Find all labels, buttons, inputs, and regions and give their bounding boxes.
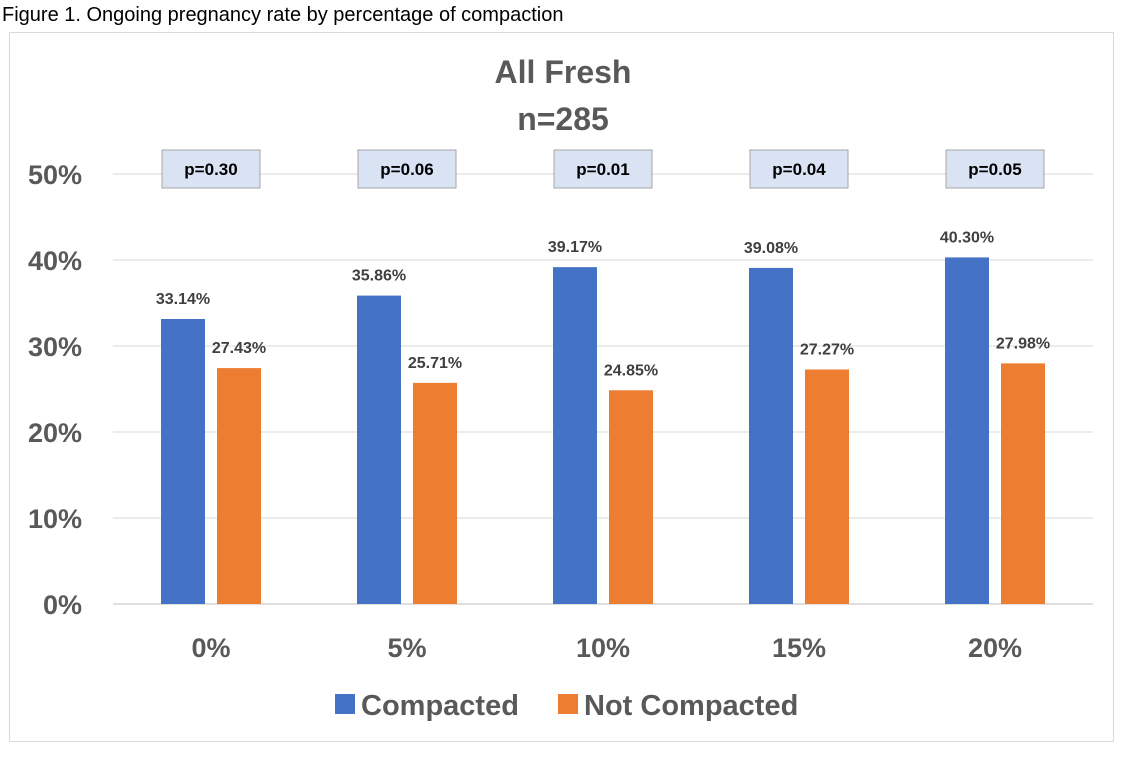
y-tick-label: 30% (28, 332, 82, 362)
y-tick-label: 40% (28, 246, 82, 276)
p-value-box-bg (749, 149, 849, 189)
p-value-box: p=0.05 (945, 149, 1045, 189)
bar-compacted (553, 267, 597, 604)
p-value-box: p=0.30 (161, 149, 261, 189)
data-label: 40.30% (940, 229, 994, 246)
y-tick-label: 10% (28, 504, 82, 534)
legend-item-compacted: Compacted (335, 690, 519, 722)
p-value-box-bg (161, 149, 261, 189)
bar-not-compacted (1001, 363, 1045, 604)
chart-title: All Fresh (495, 54, 632, 90)
legend-label: Compacted (361, 690, 519, 722)
p-value-box: p=0.04 (749, 149, 849, 189)
y-tick-label: 20% (28, 418, 82, 448)
data-label: 33.14% (156, 291, 210, 308)
figure-caption: Figure 1. Ongoing pregnancy rate by perc… (2, 4, 564, 26)
y-tick-label: 0% (43, 590, 82, 620)
x-tick-label: 5% (387, 633, 426, 663)
data-label: 25.71% (408, 355, 462, 372)
bar-compacted (749, 267, 793, 604)
data-label: 27.27% (800, 341, 854, 358)
legend-item-not-compacted: Not Compacted (558, 690, 798, 722)
legend-label: Not Compacted (584, 690, 798, 722)
x-tick-label: 0% (191, 633, 230, 663)
p-value-label: p=0.05 (968, 160, 1021, 179)
p-value-label: p=0.01 (576, 160, 629, 179)
data-label: 27.98% (996, 335, 1050, 352)
x-tick-label: 20% (968, 633, 1022, 663)
y-tick-label: 50% (28, 160, 82, 190)
p-value-label: p=0.30 (184, 160, 237, 179)
chart-frame: All Fresh n=285 0% 10% 20% 30% 40% 50% p=0.30… (9, 32, 1114, 742)
p-value-box-bg (357, 149, 457, 189)
p-value-box: p=0.06 (357, 149, 457, 189)
bar-compacted (357, 295, 401, 604)
p-value-label: p=0.04 (772, 160, 826, 179)
x-tick-label: 10% (576, 633, 630, 663)
data-label: 39.17% (548, 239, 602, 256)
p-value-box: p=0.01 (553, 149, 653, 189)
data-label: 27.43% (212, 340, 266, 357)
bar-not-compacted (805, 369, 849, 604)
bar-not-compacted (217, 368, 261, 604)
bar-chart: All Fresh n=285 0% 10% 20% 30% 40% 50% p=0.30… (28, 54, 1093, 722)
p-value-box-bg (945, 149, 1045, 189)
p-value-label: p=0.06 (380, 160, 433, 179)
bar-not-compacted (609, 390, 653, 604)
bar-not-compacted (413, 382, 457, 604)
legend-swatch (335, 694, 355, 714)
bar-compacted (945, 257, 989, 604)
chart-subtitle: n=285 (517, 101, 609, 137)
data-label: 24.85% (604, 362, 658, 379)
bar-compacted (161, 318, 205, 604)
x-tick-label: 15% (772, 633, 826, 663)
p-value-box-bg (553, 149, 653, 189)
data-label: 35.86% (352, 268, 406, 285)
data-label: 39.08% (744, 240, 798, 257)
legend-swatch (558, 694, 578, 714)
